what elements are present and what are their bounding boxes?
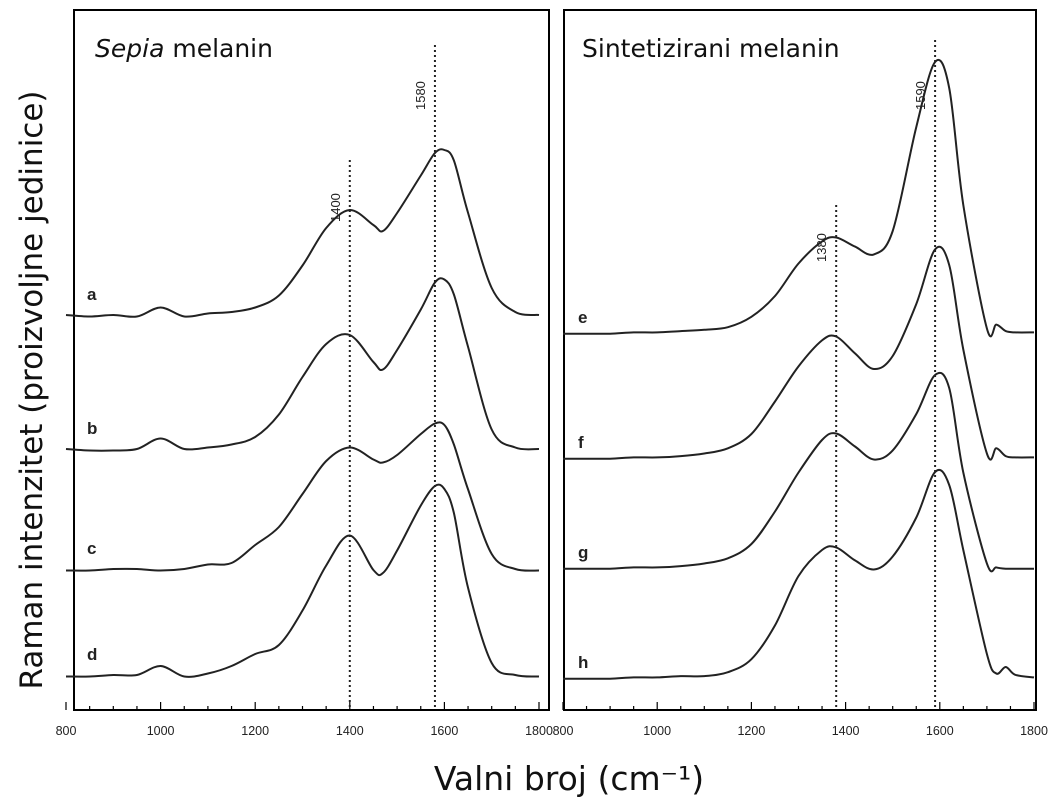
right-panel-title: Sintetizirani melanin: [582, 34, 840, 63]
series-label-b: b: [87, 419, 97, 438]
right-title-box: [578, 22, 880, 122]
left-title-box: [92, 22, 335, 114]
series-line-g: [563, 371, 1034, 573]
x-tick-label: 1200: [241, 724, 269, 738]
x-tick-label: 1200: [737, 724, 765, 738]
series-label-g: g: [578, 543, 588, 562]
y-axis-label: Raman intenzitet (proizvoljne jedinice): [14, 90, 50, 689]
series-line-f: [562, 245, 1035, 461]
series-label-f: f: [578, 433, 584, 452]
right-panel-frame: [563, 9, 1037, 711]
series-line-h: [563, 468, 1035, 680]
series-label-h: h: [578, 653, 588, 672]
series-line-c: [65, 421, 540, 572]
series-label-d: d: [87, 645, 97, 664]
series-line-a: [65, 148, 540, 318]
series-line-d: [65, 483, 540, 678]
series-line-e: [563, 58, 1035, 338]
x-tick-label: 1000: [643, 724, 671, 738]
series-label-c: c: [87, 539, 96, 558]
x-tick-label: 800: [56, 724, 77, 738]
x-axis-label: Valni broj (cm⁻¹): [434, 759, 704, 798]
x-tick-label: 1400: [336, 724, 364, 738]
left-panel-frame: [73, 9, 550, 711]
x-tick-label: 1800: [525, 724, 553, 738]
x-tick-label: 1600: [926, 724, 954, 738]
peak-label: 1590: [913, 81, 928, 110]
series-label-a: a: [87, 285, 97, 304]
x-tick-label: 1000: [147, 724, 175, 738]
series-label-e: e: [578, 308, 587, 327]
left-panel-title: Sepia melanin: [95, 34, 273, 63]
x-tick-label: 1400: [832, 724, 860, 738]
series-line-b: [65, 277, 540, 452]
x-tick-label: 1600: [430, 724, 458, 738]
x-tick-label: 800: [553, 724, 574, 738]
peak-label: 1580: [413, 81, 428, 110]
x-tick-label: 1800: [1020, 724, 1048, 738]
